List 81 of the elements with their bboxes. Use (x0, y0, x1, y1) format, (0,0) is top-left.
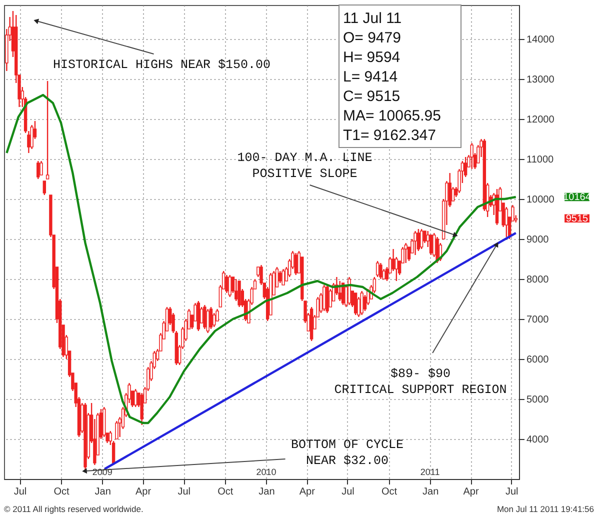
x-tick-label: Oct (382, 486, 398, 498)
candlestick (360, 290, 364, 316)
candlestick (234, 278, 238, 302)
candlestick (429, 234, 433, 256)
candlestick (414, 230, 417, 256)
candlestick (212, 312, 216, 328)
candlestick (209, 306, 213, 330)
candlestick (140, 392, 144, 426)
y-tick-label: 6000 (526, 354, 550, 366)
candlestick (451, 186, 455, 202)
y-tick-label: 9000 (526, 234, 550, 246)
candlestick (225, 274, 228, 294)
candlestick (354, 292, 358, 316)
candlestick (376, 260, 380, 278)
x-tick-label: Jul (14, 486, 27, 498)
text: 10164 (563, 192, 592, 203)
candlestick (392, 248, 395, 272)
candlestick (40, 160, 43, 176)
annotation: HISTORICAL HIGHS NEAR $150.00 (53, 58, 271, 72)
annotation: 2011 (420, 467, 440, 477)
annotation: H= 9594 (343, 49, 400, 66)
y-tick-label: 11000 (526, 154, 554, 166)
candlestick (404, 242, 408, 264)
candlestick (238, 280, 241, 308)
x-tick-label: Oct (54, 486, 70, 498)
candlestick (30, 124, 34, 150)
candlestick (282, 268, 285, 286)
x-tick-label: Jan (94, 486, 111, 498)
annotation: L= 9414 (343, 68, 398, 86)
candlestick (504, 206, 508, 238)
x-tick-label: Oct (218, 486, 234, 498)
candlestick (416, 228, 420, 252)
candlestick (420, 228, 424, 250)
candlestick (328, 288, 332, 308)
x-tick-label: Apr (135, 486, 152, 498)
candlestick (278, 270, 282, 284)
annotation: $89- $90 CRITICAL SUPPORT REGION (334, 367, 507, 397)
candlestick (394, 256, 398, 282)
x-tick-label: Jul (342, 486, 354, 498)
y-tick-label: 5000 (526, 394, 550, 406)
candlestick (206, 308, 210, 334)
candlestick (379, 262, 382, 280)
candlestick (322, 284, 326, 312)
y-tick-label: 7000 (526, 314, 550, 326)
annotation: 2010 (256, 467, 276, 477)
candlestick (423, 230, 426, 244)
text: 9515 (566, 213, 589, 224)
x-tick-label: Apr (463, 486, 480, 498)
text: Mon Jul 11 2011 19:41:56 (496, 504, 594, 514)
annotation: BOTTOM OF CYCLE NEAR $32.00 (291, 438, 404, 468)
y-tick-label: 14000 (526, 34, 555, 46)
candlestick (203, 304, 206, 330)
candlestick (326, 284, 329, 314)
y-tick-label: 10000 (526, 194, 555, 206)
y-tick-label: 8000 (526, 274, 550, 286)
annotation: 100- DAY M.A. LINE POSITIVE SLOPE (237, 151, 372, 181)
y-tick-label: 4000 (526, 434, 550, 446)
candlestick (46, 80, 50, 180)
candlestick (134, 388, 138, 408)
x-tick-label: Jul (505, 486, 518, 498)
text: © 2011 All rights reserved worldwide. (4, 504, 144, 514)
y-tick-label: 13000 (526, 74, 555, 86)
candlestick (294, 252, 298, 276)
candlestick (338, 280, 342, 302)
annotation: C= 9515 (343, 88, 400, 105)
y-tick-label: 12000 (526, 114, 555, 126)
candlestick (42, 180, 46, 196)
candlestick (436, 236, 439, 264)
annotation: 11 Jul 11 (343, 10, 402, 27)
candlestick (228, 274, 232, 298)
x-tick-label: Apr (299, 486, 316, 498)
annotation: O= 9479 (343, 30, 401, 46)
x-tick-label: Jan (422, 486, 439, 498)
candlestick (348, 276, 351, 306)
annotation: T1= 9162.347 (343, 127, 436, 144)
candlestick (36, 160, 40, 180)
x-tick-label: Jan (258, 486, 275, 498)
candlestick (115, 420, 118, 440)
x-tick-label: Jul (178, 486, 190, 498)
annotation: MA= 10065.95 (343, 108, 441, 124)
candlestick (470, 142, 474, 170)
